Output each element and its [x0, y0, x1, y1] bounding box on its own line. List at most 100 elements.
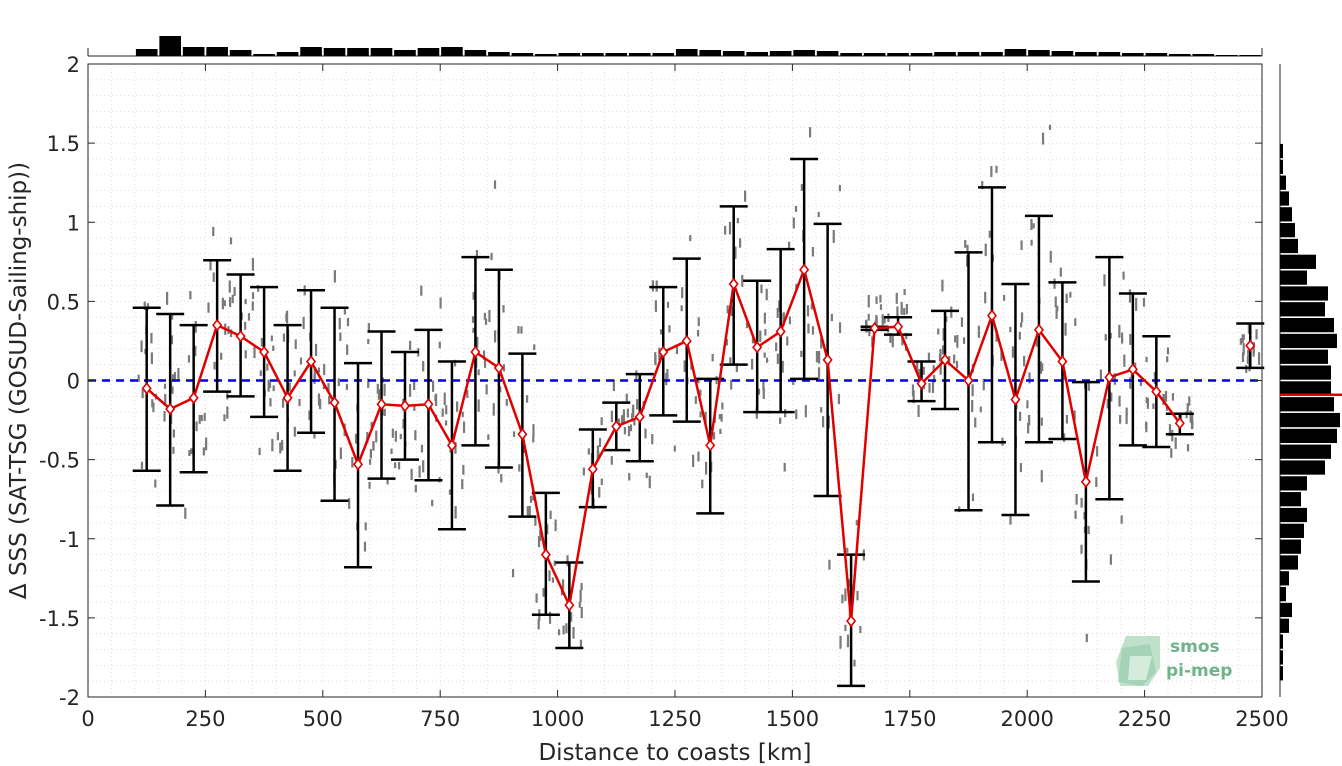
- scatter-point: [188, 449, 191, 457]
- scatter-point: [338, 317, 341, 330]
- scatter-point: [984, 243, 987, 257]
- mean-point: [728, 277, 739, 291]
- scatter-point: [859, 626, 862, 633]
- scatter-point: [828, 559, 831, 570]
- scatter-point: [846, 547, 849, 553]
- scatter-point: [781, 360, 784, 373]
- scatter-point: [1087, 525, 1090, 535]
- top-histogram-bar: [863, 53, 886, 56]
- mean-point: [846, 614, 857, 628]
- scatter-point: [817, 367, 821, 379]
- scatter-point: [1065, 293, 1068, 303]
- scatter-point: [554, 519, 557, 532]
- scatter-point: [200, 414, 203, 422]
- mean-point: [446, 439, 457, 452]
- scatter-point: [1168, 424, 1172, 437]
- scatter-point: [267, 379, 270, 392]
- scatter-point: [971, 400, 974, 413]
- right-histogram-bar: [1280, 523, 1304, 538]
- scatter-point: [1030, 218, 1033, 230]
- logo-text-smos: smos: [1170, 637, 1220, 657]
- scatter-point: [931, 381, 935, 393]
- scatter-point: [445, 405, 448, 415]
- right-histogram-bar: [1280, 159, 1283, 174]
- scatter-point: [1122, 271, 1125, 280]
- scatter-point: [1110, 392, 1113, 402]
- right-histogram-bar: [1280, 286, 1328, 301]
- scatter-point: [272, 385, 275, 392]
- right-histogram-bar: [1280, 333, 1337, 349]
- scatter-point: [453, 359, 457, 367]
- scatter-point: [578, 601, 581, 608]
- scatter-point: [950, 306, 953, 318]
- scatter-point: [402, 419, 405, 429]
- scatter-point: [627, 425, 631, 437]
- scatter-point: [1104, 334, 1107, 341]
- scatter-point: [548, 611, 552, 624]
- y-tick-label: -2: [59, 686, 80, 710]
- scatter-point: [323, 363, 326, 376]
- scatter-point: [393, 462, 397, 469]
- scatter-point: [140, 340, 143, 353]
- scatter-point: [1049, 250, 1052, 263]
- scatter-point: [177, 368, 180, 381]
- mean-point: [306, 355, 317, 368]
- scatter-point: [697, 451, 700, 462]
- scatter-point: [1096, 446, 1099, 457]
- scatter-point: [807, 323, 810, 334]
- scatter-point: [579, 639, 583, 649]
- scatter-point: [414, 484, 417, 493]
- scatter-point: [675, 345, 679, 355]
- scatter-point: [493, 180, 497, 189]
- scatter-point: [623, 427, 627, 435]
- scatter-point: [741, 274, 744, 287]
- scatter-point: [744, 190, 747, 202]
- scatter-point: [1065, 414, 1068, 424]
- scatter-point: [1113, 373, 1116, 385]
- top-histogram-bar: [441, 47, 463, 56]
- scatter-point: [932, 365, 935, 371]
- top-histogram-bar: [652, 53, 675, 56]
- scatter-point: [1023, 355, 1026, 367]
- scatter-point: [266, 363, 269, 371]
- scatter-point: [173, 372, 177, 382]
- scatter-point: [546, 524, 549, 535]
- scatter-point: [736, 218, 739, 224]
- scatter-point: [1035, 339, 1038, 347]
- mean-point: [963, 374, 974, 387]
- scatter-point: [448, 489, 452, 495]
- scatter-point: [1188, 396, 1191, 406]
- scatter-point: [346, 344, 349, 355]
- scatter-point: [911, 384, 915, 397]
- right-histogram-bar: [1280, 365, 1331, 380]
- right-histogram-bar: [1280, 460, 1325, 475]
- scatter-point: [1027, 422, 1030, 434]
- right-histogram-bar: [1280, 650, 1283, 665]
- scatter-point: [600, 478, 603, 485]
- top-histogram-bar: [1122, 53, 1144, 56]
- scatter-point: [454, 441, 457, 454]
- scatter-point: [635, 370, 638, 382]
- scatter-point: [724, 225, 727, 235]
- scatter-point: [209, 259, 212, 271]
- scatter-point: [879, 294, 882, 303]
- right-histogram-bar: [1280, 587, 1286, 602]
- mean-point: [893, 320, 904, 333]
- scatter-point: [476, 336, 479, 348]
- top-histogram-bar: [1004, 49, 1027, 56]
- scatter-point: [490, 252, 493, 261]
- scatter-point: [420, 444, 424, 453]
- right-histogram-bar: [1280, 175, 1286, 190]
- x-axis-label: Distance to coasts [km]: [538, 740, 811, 766]
- scatter-point: [443, 392, 446, 406]
- scatter-point: [221, 297, 224, 310]
- scatter-point: [328, 396, 331, 405]
- scatter-point: [339, 332, 342, 341]
- scatter-point: [203, 413, 206, 421]
- y-axis-label: Δ SSS (SAT-TSG (GOSUD-Sailing-ship)): [6, 162, 32, 599]
- mean-point: [376, 397, 387, 411]
- scatter-point: [1144, 421, 1148, 428]
- scatter-point: [1011, 346, 1015, 358]
- scatter-point: [820, 337, 823, 349]
- scatter-point: [596, 445, 600, 452]
